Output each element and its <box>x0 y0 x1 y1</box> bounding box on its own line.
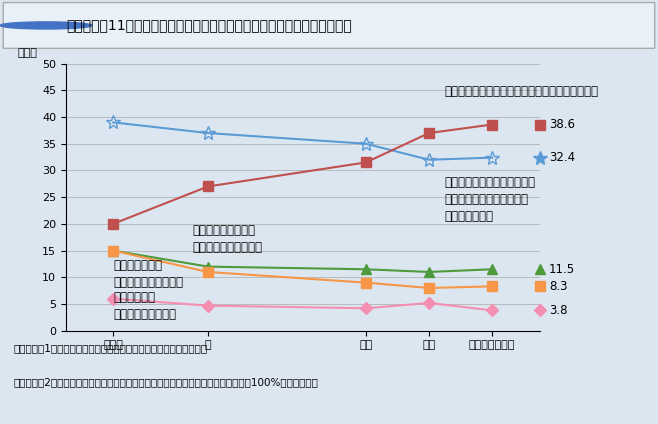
Text: 38.6: 38.6 <box>549 118 575 131</box>
Text: 2．これらの回答の他に「その他・わからない」があるため、合計しても100%にならない。: 2．これらの回答の他に「その他・わからない」があるため、合計しても100%になら… <box>13 377 318 388</box>
Text: 第１－２－11図　一般的に女性が職業をもつことに対する男性の意識変化: 第１－２－11図 一般的に女性が職業をもつことに対する男性の意識変化 <box>66 18 351 33</box>
Text: 子供ができたら職業をやめ，
大きくなったら再び職業を
もつほうがよい: 子供ができたら職業をやめ， 大きくなったら再び職業を もつほうがよい <box>445 176 536 223</box>
Text: （備考）　1．内閣府「男女共同参画に関する世論調査」より作成。: （備考） 1．内閣府「男女共同参画に関する世論調査」より作成。 <box>13 343 207 354</box>
Text: 32.4: 32.4 <box>549 151 575 164</box>
FancyBboxPatch shape <box>3 3 655 48</box>
Text: 結婚するまでは
職業をもつほうがよい: 結婚するまでは 職業をもつほうがよい <box>113 259 183 289</box>
Text: 子供ができてもずっと職業をつづけるほうがよい: 子供ができてもずっと職業をつづけるほうがよい <box>445 85 599 98</box>
Text: 8.3: 8.3 <box>549 280 568 293</box>
Text: 女性は職業を
もたないほうがよい: 女性は職業を もたないほうがよい <box>113 291 176 321</box>
Text: 子供ができるまでは
職業をもつほうがよい: 子供ができるまでは 職業をもつほうがよい <box>192 224 262 254</box>
Text: 3.8: 3.8 <box>549 304 568 317</box>
Text: 11.5: 11.5 <box>549 263 575 276</box>
Circle shape <box>0 22 92 29</box>
Y-axis label: （％）: （％） <box>18 48 38 58</box>
